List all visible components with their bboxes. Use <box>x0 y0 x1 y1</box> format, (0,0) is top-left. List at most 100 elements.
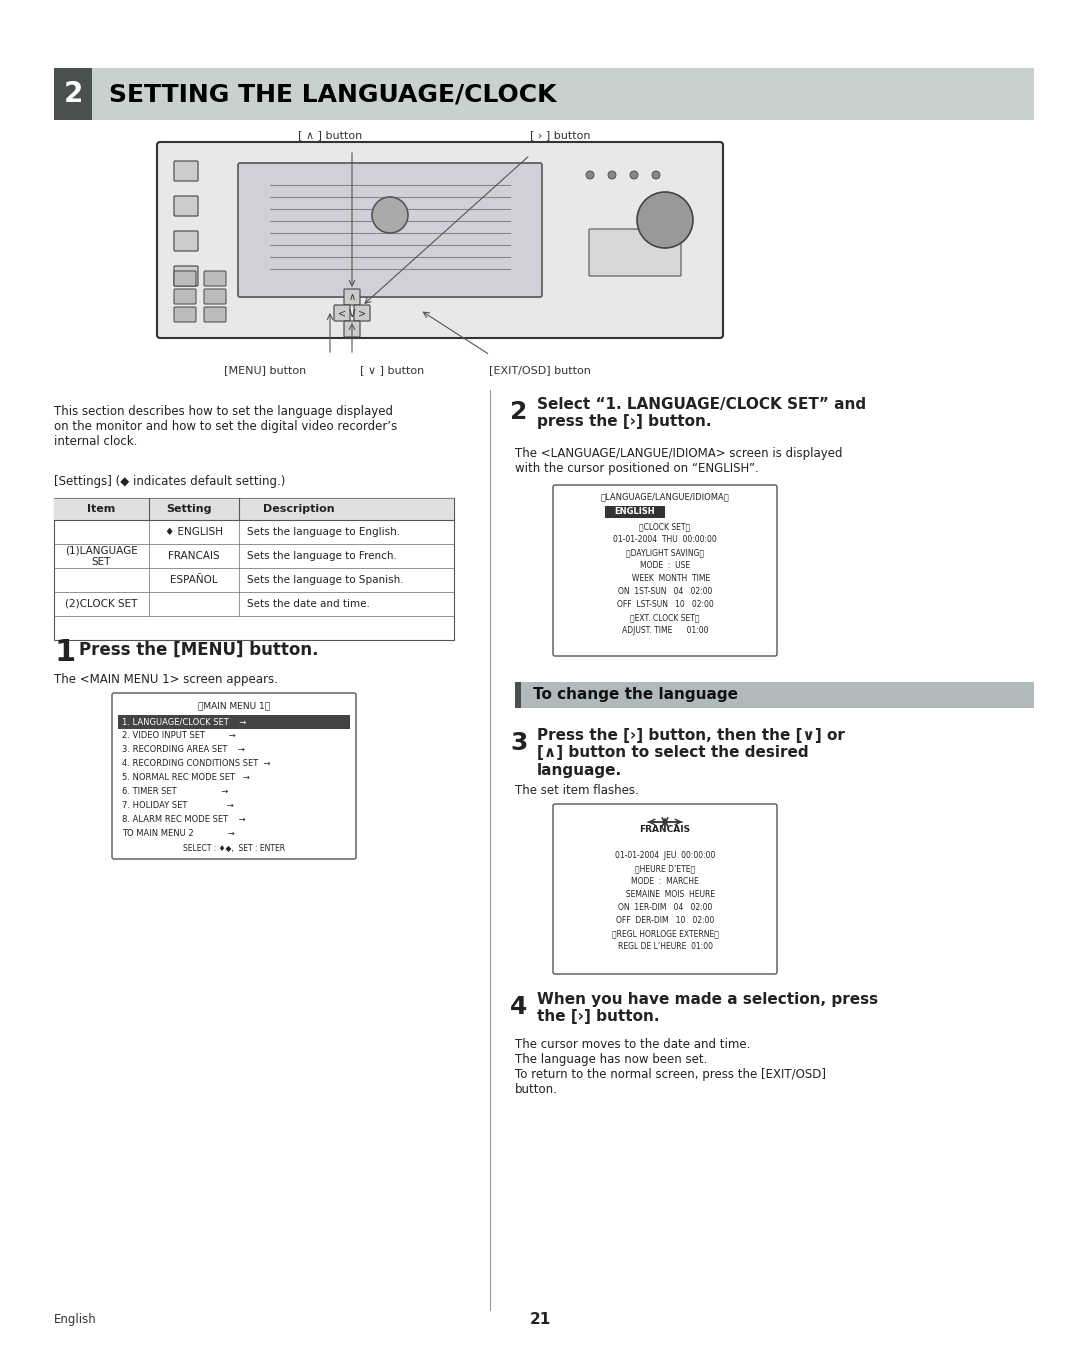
Text: WEEK  MONTH  TIME: WEEK MONTH TIME <box>620 574 711 582</box>
FancyBboxPatch shape <box>204 288 226 305</box>
FancyBboxPatch shape <box>54 67 92 120</box>
FancyBboxPatch shape <box>345 288 360 305</box>
Text: The set item flashes.: The set item flashes. <box>515 785 638 797</box>
Text: When you have made a selection, press
the [›] button.: When you have made a selection, press th… <box>537 992 878 1024</box>
FancyBboxPatch shape <box>112 693 356 859</box>
Text: The <MAIN MENU 1> screen appears.: The <MAIN MENU 1> screen appears. <box>54 673 278 686</box>
Bar <box>54 497 454 520</box>
FancyBboxPatch shape <box>174 231 198 251</box>
Circle shape <box>630 171 638 179</box>
Text: English: English <box>54 1313 97 1326</box>
Bar <box>118 714 350 729</box>
Text: <: < <box>338 309 346 319</box>
Text: OFF  LST-SUN   10   02:00: OFF LST-SUN 10 02:00 <box>617 600 714 609</box>
Text: 〈EXT. CLOCK SET〉: 〈EXT. CLOCK SET〉 <box>631 613 700 621</box>
Text: FRANCAIS: FRANCAIS <box>639 825 690 834</box>
FancyBboxPatch shape <box>334 305 350 321</box>
FancyBboxPatch shape <box>174 271 195 286</box>
Text: To return to the normal screen, press the [EXIT/OSD]
button.: To return to the normal screen, press th… <box>515 1068 826 1096</box>
Circle shape <box>372 197 408 233</box>
Text: [ ∨ ] button: [ ∨ ] button <box>360 365 424 375</box>
Text: 1: 1 <box>54 638 76 667</box>
Text: ADJUST. TIME      01:00: ADJUST. TIME 01:00 <box>622 625 708 635</box>
Circle shape <box>637 191 693 248</box>
Text: 4. RECORDING CONDITIONS SET  →: 4. RECORDING CONDITIONS SET → <box>122 759 270 768</box>
Text: Sets the language to English.: Sets the language to English. <box>247 527 400 537</box>
Text: Select “1. LANGUAGE/CLOCK SET” and
press the [›] button.: Select “1. LANGUAGE/CLOCK SET” and press… <box>537 398 866 430</box>
Bar <box>605 506 665 518</box>
Text: 〈REGL HORLOGE EXTERNE〉: 〈REGL HORLOGE EXTERNE〉 <box>611 929 718 938</box>
FancyBboxPatch shape <box>174 288 195 305</box>
Text: The cursor moves to the date and time.: The cursor moves to the date and time. <box>515 1038 751 1051</box>
Circle shape <box>586 171 594 179</box>
FancyBboxPatch shape <box>553 485 777 656</box>
Text: 2: 2 <box>64 80 83 108</box>
Bar <box>515 682 521 708</box>
Text: Sets the date and time.: Sets the date and time. <box>247 599 369 609</box>
Text: 〈HEURE D’ETE〉: 〈HEURE D’ETE〉 <box>635 864 696 874</box>
Text: Setting: Setting <box>166 504 212 514</box>
Text: Sets the language to Spanish.: Sets the language to Spanish. <box>247 576 404 585</box>
FancyBboxPatch shape <box>589 229 681 276</box>
Text: Item: Item <box>86 504 116 514</box>
Text: Sets the language to French.: Sets the language to French. <box>247 551 396 561</box>
FancyBboxPatch shape <box>204 271 226 286</box>
Text: ENGLISH: ENGLISH <box>615 507 656 516</box>
Text: 1. LANGUAGE/CLOCK SET    →: 1. LANGUAGE/CLOCK SET → <box>122 717 246 727</box>
Text: REGL DE L’HEURE  01:00: REGL DE L’HEURE 01:00 <box>618 942 713 950</box>
Text: ON  1ER-DIM   04   02:00: ON 1ER-DIM 04 02:00 <box>618 903 712 913</box>
Text: [EXIT/OSD] button: [EXIT/OSD] button <box>489 365 591 375</box>
Text: 01-01-2004  JEU  00:00:00: 01-01-2004 JEU 00:00:00 <box>615 851 715 860</box>
Text: ESPAÑOL: ESPAÑOL <box>171 576 218 585</box>
Text: [Settings] (◆ indicates default setting.): [Settings] (◆ indicates default setting.… <box>54 474 285 488</box>
FancyBboxPatch shape <box>174 307 195 322</box>
Text: 3. RECORDING AREA SET    →: 3. RECORDING AREA SET → <box>122 745 245 755</box>
Text: 4: 4 <box>510 995 527 1019</box>
Text: ON  1ST-SUN   04   02:00: ON 1ST-SUN 04 02:00 <box>618 586 712 596</box>
Text: (2)CLOCK SET: (2)CLOCK SET <box>65 599 137 609</box>
FancyBboxPatch shape <box>238 163 542 297</box>
Text: Press the [›] button, then the [∨] or
[∧] button to select the desired
language.: Press the [›] button, then the [∨] or [∧… <box>537 728 845 778</box>
Text: 〈CLOCK SET〉: 〈CLOCK SET〉 <box>639 522 690 531</box>
Text: 6. TIMER SET                 →: 6. TIMER SET → <box>122 787 228 797</box>
Bar <box>54 497 454 640</box>
FancyBboxPatch shape <box>174 266 198 286</box>
Text: 2. VIDEO INPUT SET         →: 2. VIDEO INPUT SET → <box>122 732 235 740</box>
Text: 8. ALARM REC MODE SET    →: 8. ALARM REC MODE SET → <box>122 816 245 825</box>
Text: This section describes how to set the language displayed
on the monitor and how : This section describes how to set the la… <box>54 404 397 448</box>
Text: 21: 21 <box>529 1313 551 1328</box>
Text: SELECT : ♦◆,  SET : ENTER: SELECT : ♦◆, SET : ENTER <box>183 844 285 853</box>
FancyBboxPatch shape <box>157 142 723 338</box>
Text: TO MAIN MENU 2             →: TO MAIN MENU 2 → <box>122 829 234 838</box>
Text: SETTING THE LANGUAGE/CLOCK: SETTING THE LANGUAGE/CLOCK <box>109 82 556 106</box>
Text: FRANCAIS: FRANCAIS <box>168 551 220 561</box>
Text: ♦ ENGLISH: ♦ ENGLISH <box>165 527 222 537</box>
Text: [MENU] button: [MENU] button <box>224 365 306 375</box>
Text: MODE  :  MARCHE: MODE : MARCHE <box>631 878 699 886</box>
Text: OFF  DER-DIM   10   02:00: OFF DER-DIM 10 02:00 <box>616 917 714 925</box>
Text: ∧: ∧ <box>349 293 355 302</box>
Text: 5. NORMAL REC MODE SET   →: 5. NORMAL REC MODE SET → <box>122 774 249 782</box>
Text: SEMAINE  MOIS  HEURE: SEMAINE MOIS HEURE <box>615 890 716 899</box>
FancyBboxPatch shape <box>345 321 360 337</box>
Text: 〈DAYLIGHT SAVING〉: 〈DAYLIGHT SAVING〉 <box>626 549 704 557</box>
Text: 01-01-2004  THU  00:00:00: 01-01-2004 THU 00:00:00 <box>613 535 717 545</box>
FancyBboxPatch shape <box>204 307 226 322</box>
Text: 7. HOLIDAY SET               →: 7. HOLIDAY SET → <box>122 802 233 810</box>
Text: Press the [MENU] button.: Press the [MENU] button. <box>79 642 319 659</box>
Text: MODE  :  USE: MODE : USE <box>640 561 690 570</box>
Text: [ ∧ ] button: [ ∧ ] button <box>298 129 362 140</box>
Text: [ › ] button: [ › ] button <box>530 129 591 140</box>
FancyBboxPatch shape <box>553 803 777 975</box>
Text: 3: 3 <box>510 731 527 755</box>
FancyBboxPatch shape <box>174 160 198 181</box>
Text: The language has now been set.: The language has now been set. <box>515 1053 707 1066</box>
FancyBboxPatch shape <box>515 682 1034 708</box>
Text: V: V <box>349 309 355 319</box>
Text: Description: Description <box>264 504 335 514</box>
Text: (1)LANGUAGE
SET: (1)LANGUAGE SET <box>65 545 138 566</box>
Circle shape <box>608 171 616 179</box>
FancyBboxPatch shape <box>174 195 198 216</box>
Text: 〈MAIN MENU 1〉: 〈MAIN MENU 1〉 <box>198 701 270 710</box>
Text: 〈LANGUAGE/LANGUE/IDIOMA〉: 〈LANGUAGE/LANGUE/IDIOMA〉 <box>600 492 729 501</box>
